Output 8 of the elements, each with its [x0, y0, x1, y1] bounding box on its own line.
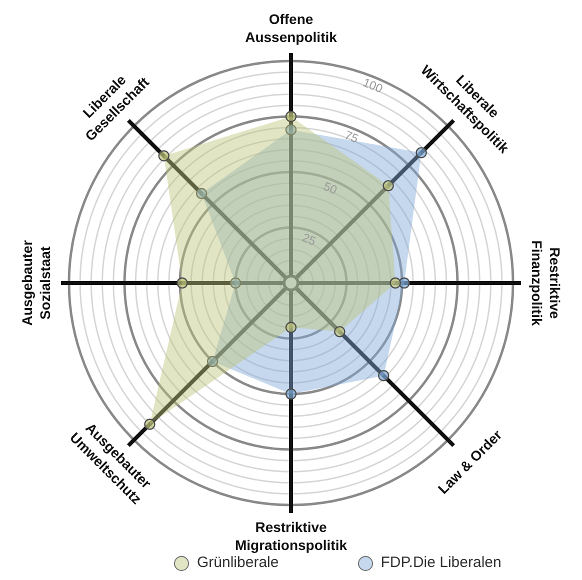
spoke-label: Ausgebauter Sozialstaat: [18, 240, 53, 326]
y-tick-label: 75: [342, 128, 361, 146]
y-tick-label: 100: [360, 75, 385, 96]
spoke-label: Offene Aussenpolitik: [245, 10, 338, 45]
legend-label: Grünliberale: [197, 554, 279, 572]
spoke-label: Restriktive Finanzpolitik: [529, 240, 564, 326]
legend-label: FDP.Die Liberalen: [380, 554, 502, 572]
spoke-label: Restriktive Migrationspolitik: [235, 518, 348, 553]
